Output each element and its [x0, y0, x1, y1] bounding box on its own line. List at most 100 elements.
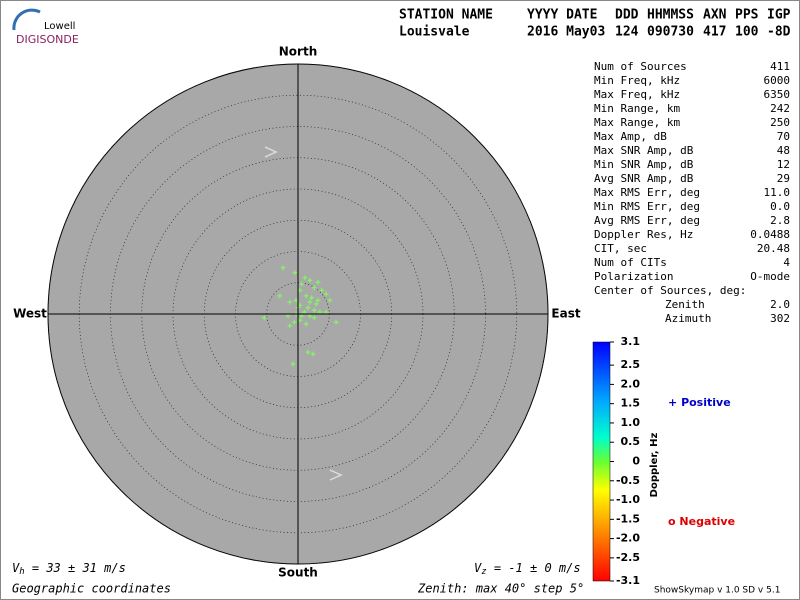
- header-name: DDD: [615, 8, 639, 23]
- source-point: [299, 281, 305, 287]
- source-point: [311, 307, 317, 313]
- source-point: [287, 299, 293, 305]
- colorbar-tick-label: 0.5: [621, 435, 641, 448]
- stat-value: 0.0488: [750, 228, 790, 241]
- source-point: [311, 285, 317, 291]
- header-name: AXN: [703, 8, 727, 23]
- stat-label: Max RMS Err, deg: [594, 186, 700, 199]
- velocity-z: Vz = -1 ± 0 m/s: [474, 561, 581, 577]
- stat-value: 4: [783, 256, 790, 269]
- colorbar-tick-label: 3.1: [621, 335, 641, 348]
- source-point: [333, 319, 339, 325]
- source-point: [323, 291, 329, 297]
- source-point: [315, 297, 321, 303]
- header-name: IGP: [767, 8, 791, 23]
- direction-label: North: [279, 45, 317, 59]
- stat-value: 70: [777, 130, 790, 143]
- stat-value: 48: [777, 144, 790, 157]
- stat-value: 2.8: [770, 214, 790, 227]
- colorbar-tick-label: 2.0: [621, 377, 641, 390]
- stat-label: Num of CITs: [594, 256, 667, 269]
- chevron: [329, 469, 343, 481]
- stat-label: Max Amp, dB: [594, 130, 667, 143]
- stat-label: Avg SNR Amp, dB: [594, 172, 694, 185]
- vz-symbol: V: [474, 561, 482, 575]
- stat-label: Avg RMS Err, deg: [594, 214, 700, 227]
- header-value: Louisvale: [399, 25, 470, 40]
- logo-bottom: DIGISONDE: [16, 33, 79, 46]
- colorbar-tick-label: -3.1: [616, 574, 640, 587]
- colorbar-tick-label: 2.5: [621, 358, 641, 371]
- header-name: YYYY DATE: [527, 8, 597, 23]
- stat-value: 6350: [764, 88, 791, 101]
- source-point: [261, 315, 267, 321]
- colorbar-title: Doppler, Hz: [649, 433, 660, 498]
- stat-value: 6000: [764, 74, 791, 87]
- source-point: [291, 319, 297, 325]
- direction-label: East: [551, 307, 580, 321]
- vh-sub: h: [19, 567, 24, 577]
- coordinates: Geographic coordinates: [12, 582, 171, 596]
- legend-symbol: o: [668, 515, 676, 528]
- stat-label: Max SNR Amp, dB: [594, 144, 694, 157]
- colorbar-tick-label: 1.0: [621, 416, 641, 429]
- logo-swoosh: [12, 8, 41, 31]
- center-label: Zenith: [665, 298, 705, 311]
- header-value: 2016 May03: [527, 25, 605, 40]
- legend-symbol: +: [668, 396, 677, 409]
- stat-label: Max Freq, kHz: [594, 88, 680, 101]
- source-point: [302, 275, 308, 281]
- stat-label: Max Range, km: [594, 116, 680, 129]
- center-label: Azimuth: [665, 312, 711, 325]
- version: ShowSkymap v 1.0 SD v 5.1: [654, 586, 780, 596]
- stat-value: 242: [770, 102, 790, 115]
- source-point: [305, 349, 311, 355]
- source-point: [307, 299, 313, 305]
- source-point: [310, 351, 316, 357]
- stat-value: 12: [777, 158, 790, 171]
- source-point: [277, 293, 283, 299]
- colorbar-tick-label: -2.0: [616, 532, 640, 545]
- legend-entry: o Negative: [668, 515, 735, 528]
- colorbar-tick-label: -0.5: [616, 474, 640, 487]
- stat-value: 0.0: [770, 200, 790, 213]
- source-point: [311, 315, 317, 321]
- logo-top: Lowell: [44, 21, 75, 32]
- stat-label: Min RMS Err, deg: [594, 200, 700, 213]
- vz-sub: z: [481, 567, 486, 577]
- stat-label: Polarization: [594, 270, 673, 283]
- stat-label: Doppler Res, Hz: [594, 228, 693, 241]
- source-point: [307, 277, 313, 283]
- header-value: 100: [735, 25, 759, 40]
- header-value: -8D: [767, 25, 791, 40]
- colorbar-tick-label: -2.5: [616, 551, 640, 564]
- colorbar-tick-label: 0: [632, 455, 640, 468]
- center-title: Center of Sources, deg:: [594, 284, 746, 297]
- header-name: STATION NAME: [399, 8, 493, 23]
- header-value: 417: [703, 25, 726, 40]
- stat-value: 11.0: [764, 186, 791, 199]
- stat-label: Min Freq, kHz: [594, 74, 680, 87]
- stat-value: 411: [770, 60, 790, 73]
- stat-value: O-mode: [750, 270, 790, 283]
- vh-symbol: V: [12, 561, 20, 575]
- center-value: 302: [770, 312, 790, 325]
- legend-label: Negative: [679, 515, 735, 528]
- center-value: 2.0: [770, 298, 790, 311]
- source-point: [319, 287, 325, 293]
- direction-label: West: [13, 307, 47, 321]
- source-point: [303, 293, 309, 299]
- colorbar: [592, 341, 611, 582]
- source-point: [303, 321, 309, 327]
- source-point: [305, 305, 311, 311]
- zenith-info: Zenith: max 40° step 5°: [417, 582, 584, 596]
- source-point: [290, 361, 296, 367]
- velocity-h: Vh = 33 ± 31 m/s: [12, 561, 126, 577]
- source-point: [313, 301, 319, 307]
- source-point: [315, 279, 321, 285]
- source-point: [280, 265, 286, 271]
- header-value: 090730: [647, 25, 694, 40]
- stat-label: Min Range, km: [594, 102, 680, 115]
- colorbar-tick-label: 1.5: [621, 397, 641, 410]
